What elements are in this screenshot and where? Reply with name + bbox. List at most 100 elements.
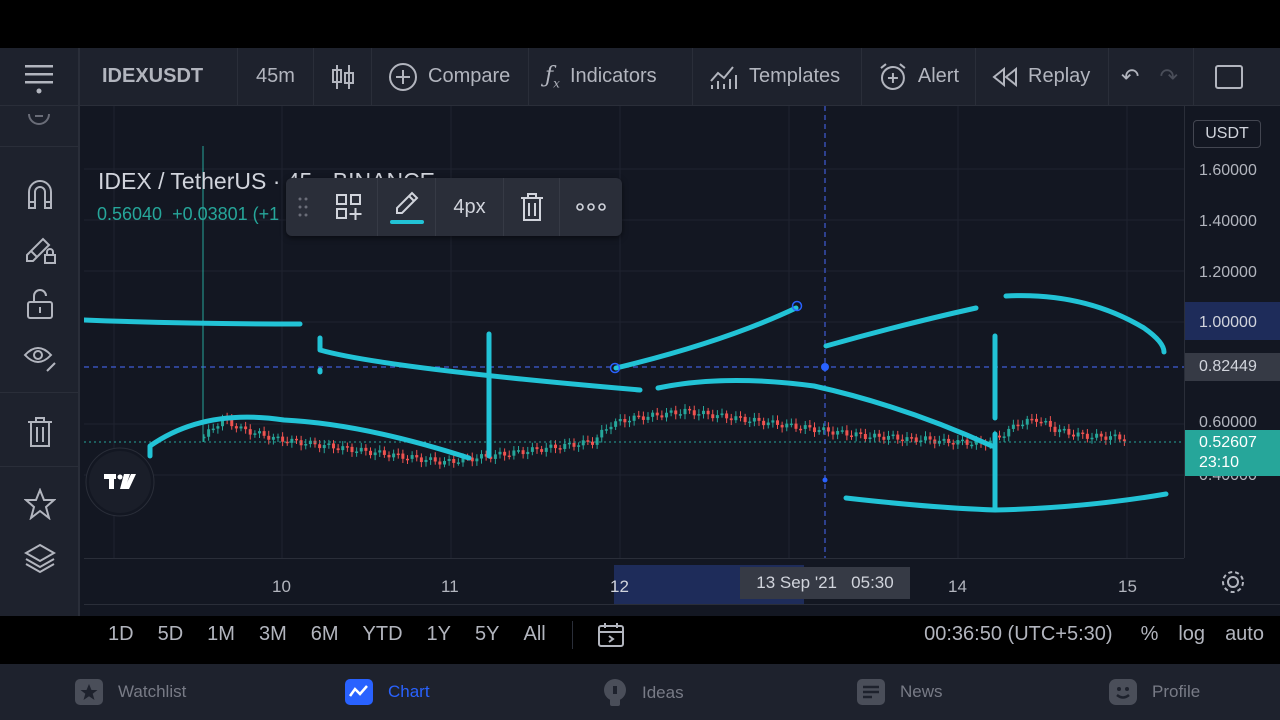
brush-stroke[interactable] (843, 491, 1169, 513)
candle-body (452, 459, 456, 463)
replay-button[interactable]: Replay (976, 47, 1109, 106)
log-toggle[interactable]: log (1178, 623, 1206, 645)
interval-button[interactable]: 45m (238, 47, 314, 106)
nav-watchlist-label: Watchlist (118, 682, 187, 701)
brush-stroke[interactable] (147, 414, 472, 461)
magnet-button[interactable] (20, 174, 60, 214)
remove-drawings-button[interactable] (20, 412, 60, 452)
chart-pane[interactable] (81, 106, 1184, 558)
candle-body (739, 416, 742, 418)
brush-stroke[interactable] (655, 377, 995, 449)
candle-body (771, 420, 775, 423)
clock-timezone[interactable]: 00:36:50 (UTC+5:30) (924, 623, 1113, 645)
currency-label[interactable]: USDT (1193, 120, 1261, 148)
candle-body (392, 453, 396, 458)
range-3m[interactable]: 3M (258, 623, 287, 645)
favorites-button[interactable] (20, 484, 60, 524)
alert-button[interactable]: Alert (862, 47, 976, 106)
range-ytd[interactable]: YTD (362, 623, 403, 645)
candle-body (1109, 436, 1112, 440)
nav-news[interactable]: News (856, 678, 943, 706)
nav-chart[interactable]: Chart (344, 678, 430, 706)
time-axis[interactable]: 10 11 12 13 Sep '21 05:30 14 15 (84, 558, 1244, 605)
indicators-button[interactable]: ƒx Indicators (529, 47, 693, 106)
percent-toggle[interactable]: % (1140, 623, 1159, 645)
compare-button[interactable]: Compare (372, 47, 529, 106)
separator (0, 392, 80, 393)
candle-body (202, 436, 206, 439)
symbol-search-button[interactable]: IDEXUSDT (80, 47, 238, 106)
price-tick: 1.60000 (1199, 162, 1257, 179)
candle-body (1104, 436, 1108, 440)
more-options-button[interactable] (560, 178, 622, 236)
layout-button[interactable] (1193, 47, 1264, 106)
range-1m[interactable]: 1M (207, 623, 235, 645)
menu-button[interactable] (0, 47, 80, 106)
object-tree-button[interactable] (20, 538, 60, 578)
nav-profile[interactable]: Profile (1108, 678, 1200, 706)
candle-body (572, 442, 576, 447)
range-1d[interactable]: 1D (108, 623, 134, 645)
candle-body (336, 448, 340, 451)
brush-stroke[interactable] (1003, 293, 1167, 355)
drag-handle[interactable] (286, 178, 320, 236)
candle-body (924, 436, 927, 441)
candle-body (850, 435, 853, 437)
nav-watchlist[interactable]: Watchlist (74, 678, 186, 706)
candle-body (669, 410, 673, 413)
range-all[interactable]: All (523, 623, 546, 645)
bar-countdown: 23:10 (1199, 454, 1240, 471)
grip-dots-icon (298, 197, 308, 217)
drawing-handle[interactable] (822, 477, 828, 483)
candle-body (822, 427, 826, 431)
candle-body (794, 423, 798, 429)
keep-drawing-button[interactable] (20, 228, 60, 268)
chart-type-button[interactable] (314, 47, 372, 106)
nav-ideas[interactable]: Ideas (602, 678, 684, 708)
candle-body (433, 457, 437, 462)
hide-drawings-button[interactable] (20, 338, 60, 378)
range-5d[interactable]: 5D (157, 623, 184, 645)
fx-icon: ƒx (545, 62, 560, 91)
line-color-button[interactable] (378, 178, 436, 236)
drawing-handle[interactable] (791, 300, 803, 312)
settings-button[interactable] (1220, 569, 1246, 595)
candle-body (1011, 424, 1015, 429)
candles-icon (331, 64, 354, 89)
candle-body (1062, 428, 1066, 431)
line-width-button[interactable]: 4px (436, 178, 504, 236)
candle-body (285, 441, 289, 444)
price-axis[interactable]: USDT 1.60000 1.40000 1.20000 1.00000 0.8… (1184, 106, 1280, 558)
zoom-tool-button[interactable] (20, 106, 60, 146)
candle-body (766, 422, 770, 426)
candle-body (304, 444, 308, 446)
candle-body (419, 457, 423, 463)
redo-icon[interactable]: ↷ (1159, 63, 1178, 89)
ellipsis-icon (576, 203, 606, 211)
range-5y[interactable]: 5Y (475, 623, 500, 645)
lock-drawings-button[interactable] (20, 284, 60, 324)
price-chart[interactable] (81, 106, 1184, 558)
candle-body (919, 440, 923, 442)
brush-stroke[interactable] (81, 317, 303, 327)
range-6m[interactable]: 6M (310, 623, 339, 645)
candle-body (350, 446, 354, 453)
brush-drawings[interactable] (81, 293, 1169, 513)
brush-stroke[interactable] (317, 335, 643, 393)
auto-toggle[interactable]: auto (1225, 623, 1264, 645)
go-to-date-button[interactable] (597, 622, 625, 648)
brush-stroke[interactable] (613, 305, 799, 371)
brush-stroke[interactable] (823, 305, 979, 349)
candle-body (655, 412, 659, 416)
drawing-handle[interactable] (609, 362, 621, 374)
templates-button[interactable]: Templates (693, 47, 862, 106)
undo-icon[interactable]: ↶ (1121, 63, 1140, 89)
app-window: IDEXUSDT 45m Compare ƒx Indicators (0, 47, 1280, 720)
compare-label: Compare (428, 65, 511, 87)
magnet-icon (28, 180, 52, 209)
range-1y[interactable]: 1Y (426, 623, 452, 645)
candle-body (517, 450, 520, 452)
template-button[interactable] (320, 178, 378, 236)
delete-drawing-button[interactable] (504, 178, 560, 236)
candle-body (262, 431, 266, 436)
